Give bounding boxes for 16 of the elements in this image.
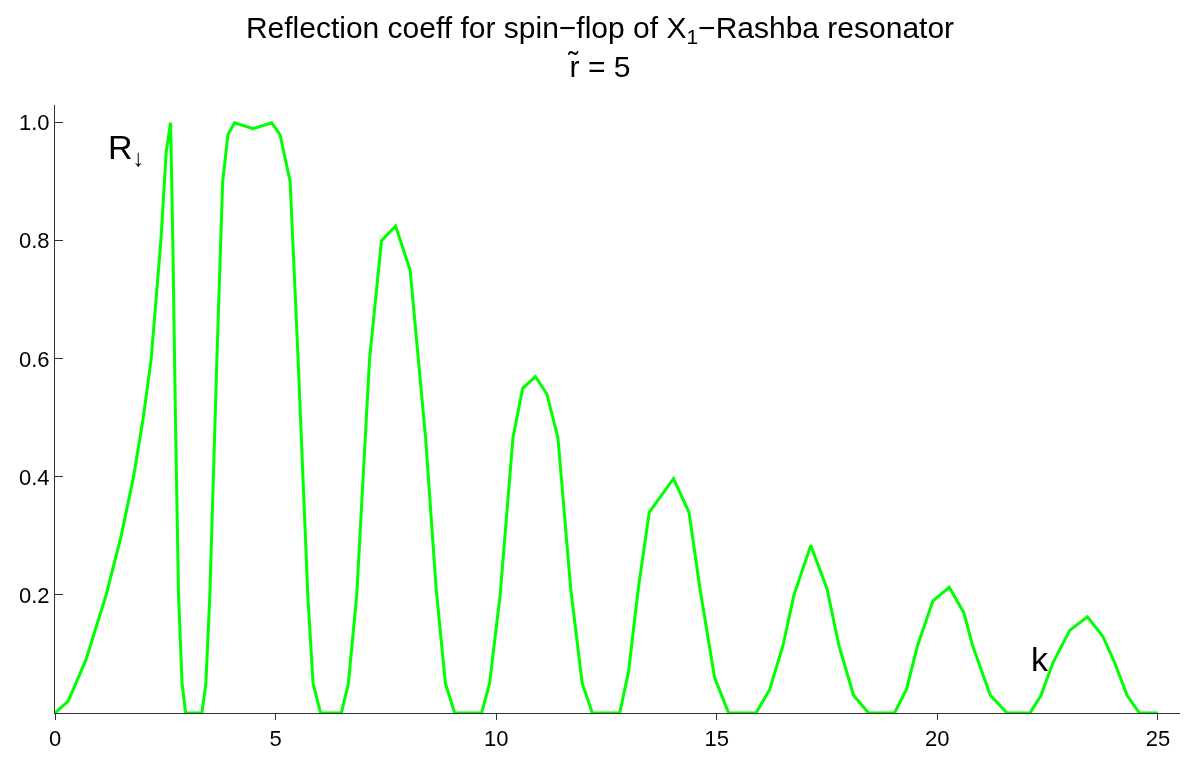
- x-tick-label: 20: [925, 726, 950, 752]
- y-tick-label: 1.0: [19, 110, 50, 136]
- x-tick-label: 15: [704, 726, 729, 752]
- y-tick-label: 0.8: [19, 228, 50, 254]
- y-tick-label: 0.6: [19, 346, 50, 372]
- line-series: [55, 121, 1160, 713]
- chart-title: Reflection coeff for spin−flop of X$_{1}$−Rashba resonator: [245, 11, 955, 49]
- x-tick-label: 0: [48, 726, 62, 752]
- y-tick-label: 0.4: [19, 464, 50, 490]
- x-tick-label: 25: [1145, 726, 1171, 752]
- y-tick-label: 0.2: [19, 582, 50, 608]
- x-tick-label: 10: [483, 726, 509, 752]
- annotation: R$_{↓}$: [108, 128, 145, 172]
- x-tick-label: 5: [269, 726, 282, 752]
- chart-subtitle: r̃ = 5: [567, 50, 631, 84]
- annotation: k: [1031, 640, 1049, 678]
